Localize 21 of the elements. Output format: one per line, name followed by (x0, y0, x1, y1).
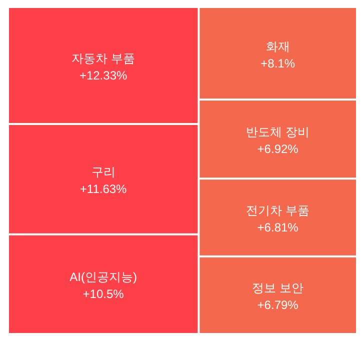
category-label: 반도체 장비 (246, 125, 310, 140)
cell: AI(인공지능) +10.5% (9, 235, 198, 333)
cell: 자동차 부품 +12.33% (9, 8, 198, 123)
cell: 전기차 부품 +6.81% (200, 180, 356, 256)
data-label: +8.1% (260, 56, 296, 70)
cell: 정보 보안 +6.79% (200, 257, 356, 333)
data-label: +6.79% (257, 298, 299, 312)
data-label: +6.81% (257, 220, 299, 235)
category-label: 구리 (91, 165, 116, 180)
data-label: +10.5% (82, 287, 124, 302)
data-label: +6.92% (257, 142, 299, 156)
category-label: 화재 (266, 39, 290, 54)
cell: 화재 +8.1% (200, 8, 356, 99)
cell: 구리 +11.63% (9, 125, 198, 234)
data-label: +12.33% (79, 68, 128, 82)
category-label: 전기차 부품 (246, 204, 310, 218)
category-label: 자동차 부품 (72, 52, 135, 66)
cell: 반도체 장비 +6.92% (200, 100, 356, 178)
category-label: 정보 보안 (252, 281, 304, 296)
data-label: +11.63% (80, 182, 128, 196)
category-label: AI(인공지능) (70, 270, 137, 284)
